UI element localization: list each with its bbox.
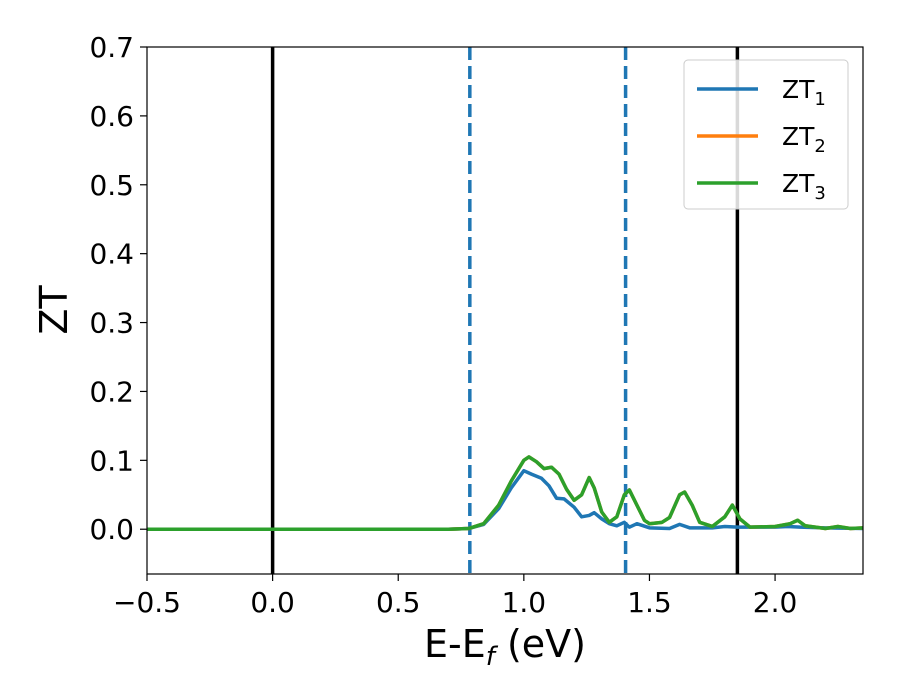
x-tick-label: 1.5 (627, 586, 672, 619)
y-tick-label: 0.4 (89, 238, 134, 271)
legend-label-3: ZT3 (782, 169, 826, 204)
y-tick-label: 0.3 (89, 307, 134, 340)
x-tick-label: 0.5 (376, 586, 421, 619)
y-tick-label: 0.1 (89, 444, 134, 477)
legend-box (683, 59, 849, 210)
plot-frame (146, 46, 864, 575)
y-tick-label: 0.5 (89, 169, 134, 202)
series-line-3 (147, 455, 863, 531)
y-axis-ticks: 0.0 0.1 0.2 0.3 0.4 0.5 0.6 0.7 (89, 31, 147, 546)
y-axis-label: ZT (32, 285, 76, 335)
y-tick-label: 0.6 (89, 100, 134, 133)
y-tick-label: 0.0 (89, 513, 134, 546)
x-axis-label-unit: (eV) (495, 622, 586, 666)
x-tick-label: 1.0 (502, 586, 547, 619)
legend-label-1: ZT1 (782, 75, 826, 110)
x-tick-label: −0.5 (113, 586, 181, 619)
legend-label-2: ZT2 (782, 122, 826, 157)
x-tick-label: 0.0 (250, 586, 295, 619)
x-axis-label: E-Ef (eV) (424, 622, 586, 672)
y-tick-label: 0.7 (89, 31, 134, 64)
x-axis-ticks: −0.5 0.0 0.5 1.0 1.5 2.0 (113, 574, 797, 619)
legend: ZT1 ZT2 ZT3 (683, 59, 849, 210)
series-layer (147, 455, 863, 531)
x-axis-label-main: E-E (424, 622, 486, 666)
y-tick-label: 0.2 (89, 375, 134, 408)
x-tick-label: 2.0 (753, 586, 798, 619)
